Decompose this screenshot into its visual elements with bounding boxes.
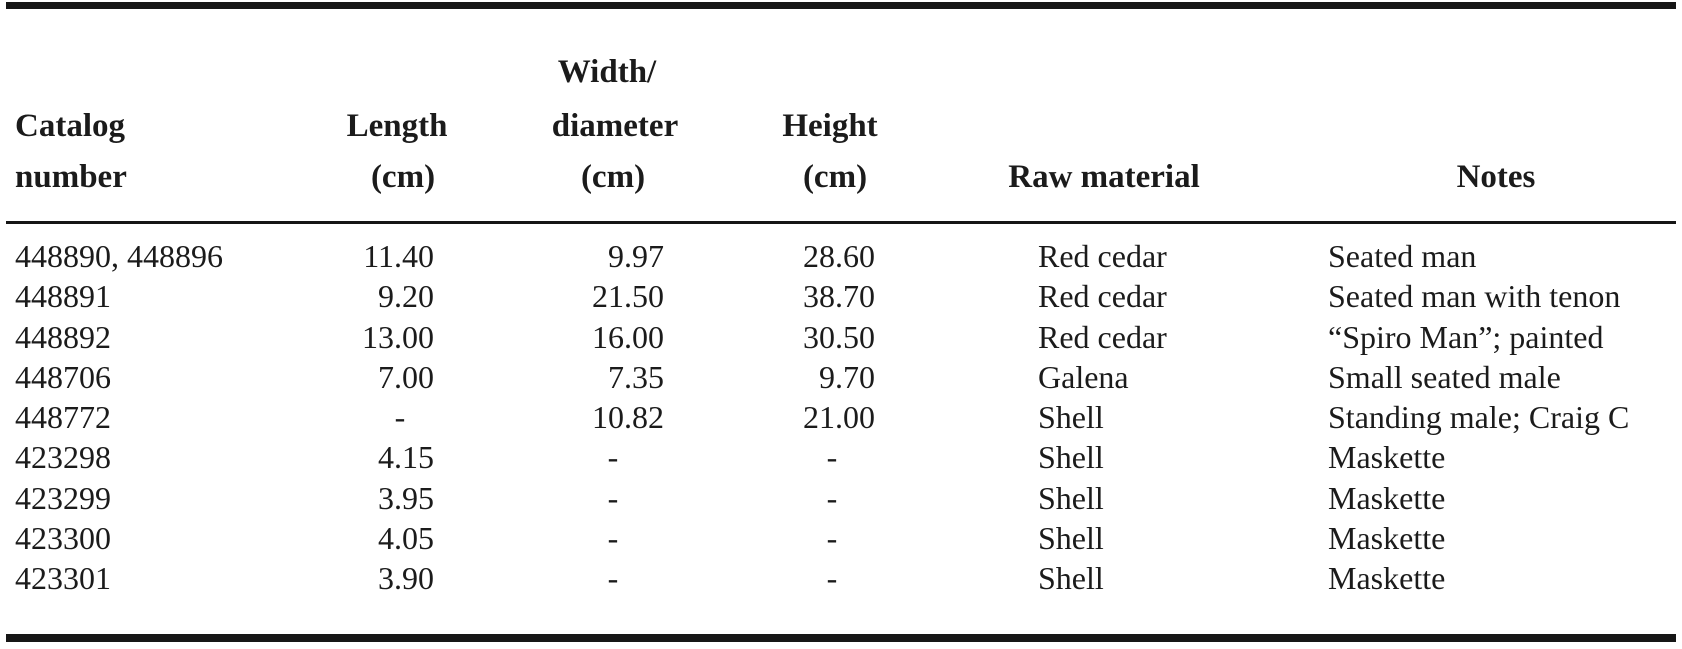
length-cell: 4.15: [378, 439, 434, 476]
column-header-catalog-line2: number: [15, 159, 127, 195]
height-cell: 28.60: [803, 238, 875, 274]
column-header-notes: Notes: [1456, 159, 1536, 195]
table-row: 448890, 448896 11.40 9.97 28.60 Red ceda…: [0, 236, 1682, 276]
height-cell: -: [826, 479, 838, 516]
catalog-number-cell: 423300: [15, 520, 111, 557]
width-cell: 16.00: [592, 318, 664, 355]
column-header-width-line1: Width/: [557, 54, 657, 90]
table-bottom-rule: [6, 634, 1676, 642]
column-header-length-line2: (cm): [370, 159, 436, 195]
table-row: 423301 3.90 - - Shell Maskette: [0, 558, 1682, 598]
table-row: 448891 9.20 21.50 38.70 Red cedar Seated…: [0, 276, 1682, 316]
height-cell: -: [826, 520, 838, 557]
column-header-catalog-line1: Catalog: [15, 108, 125, 144]
length-cell: 3.90: [378, 560, 434, 597]
width-cell: 7.35: [608, 358, 664, 395]
width-cell: -: [607, 479, 619, 516]
notes-cell: Maskette: [1328, 520, 1446, 557]
column-header-height-line2: (cm): [802, 159, 868, 195]
length-cell: 13.00: [362, 318, 434, 355]
raw-material-cell: Shell: [1038, 560, 1104, 597]
notes-cell: Seated man: [1328, 238, 1477, 274]
notes-cell: Maskette: [1328, 439, 1446, 476]
catalog-number-cell: 448706: [15, 358, 111, 395]
height-cell: 38.70: [803, 278, 875, 315]
length-cell: 7.00: [378, 358, 434, 395]
length-cell: 9.20: [378, 278, 434, 315]
raw-material-cell: Red cedar: [1038, 318, 1167, 355]
raw-material-cell: Shell: [1038, 479, 1104, 516]
notes-cell: Maskette: [1328, 560, 1446, 597]
catalog-number-cell: 423298: [15, 439, 111, 476]
table-body: 448890, 448896 11.40 9.97 28.60 Red ceda…: [0, 224, 1682, 599]
notes-cell: Small seated male: [1328, 358, 1561, 395]
catalog-number-cell: 423299: [15, 479, 111, 516]
notes-cell: Standing male; Craig C: [1328, 399, 1630, 436]
width-cell: 9.97: [608, 238, 664, 274]
catalog-number-cell: 448892: [15, 318, 111, 355]
column-header-width-line2: diameter: [551, 108, 679, 144]
table-row: 448706 7.00 7.35 9.70 Galena Small seate…: [0, 357, 1682, 397]
column-header-width-line3: (cm): [580, 159, 646, 195]
table-header: Width/ Catalog Length diameter Height nu…: [0, 0, 1682, 221]
raw-material-cell: Red cedar: [1038, 278, 1167, 315]
notes-cell: Seated man with tenon: [1328, 278, 1621, 315]
catalog-number-cell: 448891: [15, 278, 111, 315]
column-header-raw-material: Raw material: [1008, 159, 1200, 195]
width-cell: 21.50: [592, 278, 664, 315]
column-header-length-line1: Length: [346, 108, 448, 144]
table-row: 423298 4.15 - - Shell Maskette: [0, 437, 1682, 477]
column-header-height-line1: Height: [782, 108, 878, 144]
catalog-number-cell: 448772: [15, 399, 111, 436]
table-row: 448892 13.00 16.00 30.50 Red cedar “Spir…: [0, 317, 1682, 357]
width-cell: 10.82: [592, 399, 664, 436]
table-row: 423299 3.95 - - Shell Maskette: [0, 478, 1682, 518]
table-row: 448772 - 10.82 21.00 Shell Standing male…: [0, 397, 1682, 437]
raw-material-cell: Red cedar: [1038, 238, 1167, 274]
length-cell: 4.05: [378, 520, 434, 557]
height-cell: 21.00: [803, 399, 875, 436]
catalog-number-cell: 423301: [15, 560, 111, 597]
height-cell: -: [826, 560, 838, 597]
notes-cell: Maskette: [1328, 479, 1446, 516]
width-cell: -: [607, 520, 619, 557]
raw-material-cell: Shell: [1038, 439, 1104, 476]
table-top-rule: [6, 2, 1676, 9]
width-cell: -: [607, 560, 619, 597]
catalog-number-cell: 448890, 448896: [15, 238, 223, 274]
table-row: 423300 4.05 - - Shell Maskette: [0, 518, 1682, 558]
raw-material-cell: Shell: [1038, 520, 1104, 557]
table-header-rule: [6, 221, 1676, 224]
length-cell: -: [394, 399, 406, 436]
length-cell: 3.95: [378, 479, 434, 516]
height-cell: 30.50: [803, 318, 875, 355]
length-cell: 11.40: [363, 238, 434, 274]
height-cell: 9.70: [819, 358, 875, 395]
notes-cell: “Spiro Man”; painted: [1328, 318, 1604, 355]
raw-material-cell: Shell: [1038, 399, 1104, 436]
width-cell: -: [607, 439, 619, 476]
raw-material-cell: Galena: [1038, 358, 1129, 395]
height-cell: -: [826, 439, 838, 476]
